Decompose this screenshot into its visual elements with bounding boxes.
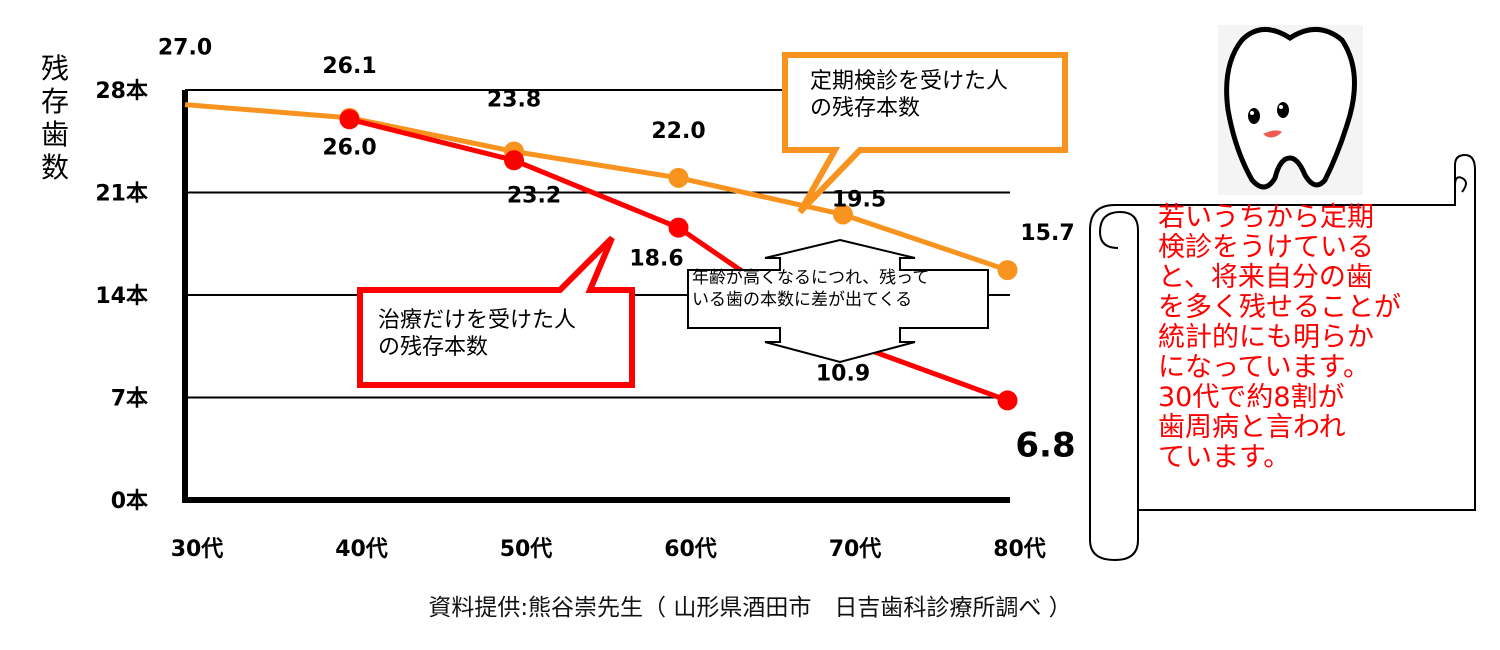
series-line-0: [184, 102, 1009, 273]
x-tick-label: 60代: [664, 537, 717, 562]
data-label: 23.8: [487, 88, 541, 113]
x-tick-label: 30代: [171, 537, 224, 562]
data-label: 10.9: [816, 361, 870, 386]
x-tick-label: 80代: [993, 537, 1046, 562]
y-tick-label: 21本: [95, 182, 148, 207]
data-point: [833, 204, 853, 225]
data-label: 26.1: [322, 54, 376, 79]
y-tick-label: 0本: [111, 489, 148, 514]
data-label: 6.8: [1015, 425, 1075, 465]
y-tick-label: 28本: [95, 79, 148, 104]
checkup-callout-box: [782, 52, 1068, 215]
treatment-callout-text: 治療だけを受けた人 の残存本数: [378, 308, 577, 360]
gap-note-text: 年齢が高くなるにつれ、残って いる歯の本数に差が出てくる: [692, 268, 930, 310]
source-credit: 資料提供:熊谷崇先生（ 山形県酒田市 日吉歯科診療所調べ ）: [428, 595, 1072, 621]
y-tick-label: 7本: [111, 387, 148, 412]
data-label: 23.2: [507, 183, 561, 208]
y-tick-label: 14本: [95, 284, 148, 309]
x-tick-label: 70代: [829, 537, 882, 562]
data-label: 26.0: [322, 135, 376, 160]
gap-arrow-shape: [687, 238, 989, 364]
data-point: [668, 167, 689, 188]
data-label: 19.5: [832, 187, 886, 212]
data-label: 18.6: [629, 247, 683, 272]
series-layer: 27.0 26.1 23.8 22.0 19.5 15.7 26.0 23.2 18.6 10.9…: [158, 36, 1076, 466]
data-point: [504, 150, 524, 171]
y-tick-labels: 0本 7本 14本 21本 28本: [95, 79, 148, 514]
scroll-note-frame: [1089, 153, 1476, 562]
tooth-mascot-icon: [1218, 25, 1363, 195]
advice-note-text: 若いうちから定期 検診をうけている と、将来自分の歯 を多く残せることが 統計的…: [1158, 202, 1401, 473]
treatment-callout-box: [357, 235, 635, 388]
y-axis-label: 残存歯数: [40, 52, 69, 184]
data-label: 15.7: [1020, 221, 1074, 246]
data-point: [339, 109, 360, 130]
data-point: [668, 217, 689, 238]
x-tick-labels: 30代 40代 50代 60代 70代 80代: [171, 537, 1046, 562]
data-label: 27.0: [158, 36, 212, 61]
x-tick-label: 50代: [500, 537, 553, 562]
x-tick-label: 40代: [335, 537, 388, 562]
checkup-callout-text: 定期検診を受けた人 の残存本数: [810, 69, 1009, 121]
data-label: 22.0: [651, 119, 705, 144]
data-point: [997, 260, 1018, 281]
data-point: [997, 390, 1018, 411]
